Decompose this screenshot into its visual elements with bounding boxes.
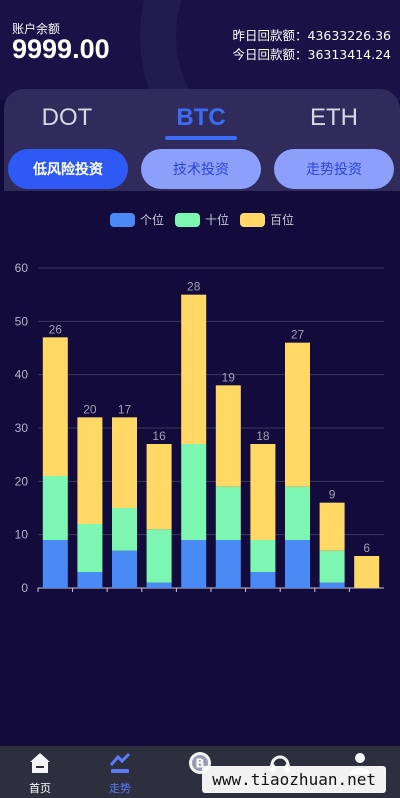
bar-segment: [215, 385, 241, 487]
data-label: 17: [118, 402, 132, 416]
bar-segment: [181, 294, 207, 444]
data-label: 28: [187, 280, 201, 294]
data-label: 6: [363, 541, 370, 555]
y-tick-label: 0: [21, 581, 28, 595]
bar-segment: [215, 486, 241, 540]
bar-segment: [319, 550, 345, 583]
data-label: 20: [83, 402, 97, 416]
bar-segment: [319, 582, 345, 588]
balance-label: 账户余额: [12, 22, 61, 36]
data-label: 9: [329, 488, 336, 502]
tab-dot[interactable]: DOT: [41, 104, 93, 131]
bar-segment: [146, 529, 172, 583]
bar-segment: [250, 572, 276, 588]
trend-button[interactable]: 走势投资: [274, 149, 394, 189]
balance-value: 9999.00: [12, 34, 110, 64]
bar-segment: [285, 486, 310, 540]
bar-segment: [77, 524, 103, 572]
y-tick-label: 10: [15, 528, 29, 542]
y-tick-label: 20: [15, 474, 29, 488]
data-label: 27: [291, 328, 305, 342]
bar-segment: [77, 417, 103, 524]
tab-btc[interactable]: BTC: [176, 104, 226, 131]
bar-segment: [146, 582, 172, 588]
home-icon: [30, 753, 50, 773]
y-tick-label: 50: [15, 314, 29, 328]
active-tab-indicator: [165, 136, 237, 140]
svg-text:B: B: [195, 757, 204, 771]
tab-eth[interactable]: ETH: [310, 104, 358, 131]
nav-trend[interactable]: 走势: [80, 746, 160, 798]
bar-segment: [181, 444, 207, 540]
y-tick-label: 40: [15, 368, 29, 382]
bar-segment: [285, 342, 310, 487]
bar-segment: [285, 540, 310, 588]
bar-segment: [42, 540, 68, 588]
bar-segment: [42, 337, 68, 476]
bar-segment: [319, 502, 345, 551]
nav-trend-label: 走势: [109, 782, 131, 795]
bar-segment: [146, 444, 172, 530]
y-tick-label: 30: [15, 421, 29, 435]
data-label: 19: [222, 370, 236, 384]
nav-home[interactable]: 首页: [0, 746, 80, 798]
watermark: www.tiaozhuan.net: [202, 766, 386, 793]
y-tick-label: 60: [15, 261, 29, 275]
return-stats: 昨日回款额：43633226.36 今日回款额：36313414.24: [232, 26, 391, 64]
nav-home-label: 首页: [29, 782, 51, 795]
bar-segment: [250, 540, 276, 572]
bar-segment: [77, 572, 103, 588]
bar-segment: [250, 444, 276, 540]
bar-segment: [354, 556, 380, 588]
data-label: 16: [152, 429, 166, 443]
today-return: 今日回款额：36313414.24: [232, 47, 391, 62]
technical-button[interactable]: 技术投资: [141, 149, 261, 189]
legend-swatch: [110, 213, 135, 227]
low-risk-button[interactable]: 低风险投资: [8, 149, 128, 189]
account-header: 账户余额 9999.00 昨日回款额：43633226.36 今日回款额：363…: [0, 0, 400, 100]
legend-label: 个位: [140, 212, 164, 227]
legend-swatch: [175, 213, 200, 227]
bar-segment: [181, 540, 207, 588]
data-label: 26: [49, 322, 63, 336]
legend-label: 十位: [205, 212, 229, 227]
bar-segment: [112, 417, 137, 508]
bar-segment: [42, 476, 68, 540]
legend-swatch: [240, 213, 265, 227]
trend-icon: [109, 752, 131, 773]
legend-label: 百位: [270, 212, 294, 227]
yesterday-return: 昨日回款额：43633226.36: [232, 28, 391, 43]
bar-segment: [112, 508, 137, 551]
data-label: 18: [256, 429, 270, 443]
stacked-bar-chart: 个位十位百位0102030405060912263920781711016918…: [15, 212, 384, 595]
bar-segment: [112, 550, 137, 588]
bar-segment: [215, 540, 241, 588]
